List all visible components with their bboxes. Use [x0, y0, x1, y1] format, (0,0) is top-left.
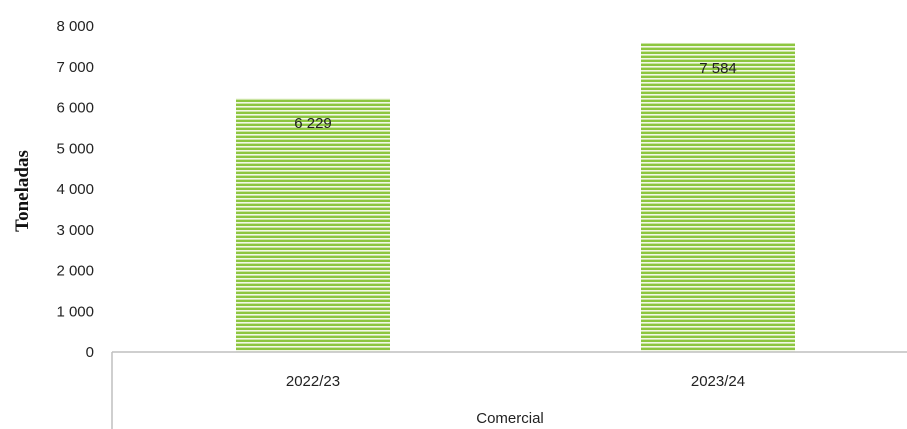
y-tick-label: 4 000: [56, 181, 94, 198]
bar-value-label: 6 229: [294, 115, 332, 132]
bars: [236, 42, 795, 353]
y-tick-label: 5 000: [56, 140, 94, 157]
y-tick-label: 8 000: [56, 18, 94, 35]
x-tick-label: 2023/24: [691, 373, 745, 390]
y-tick-label: 0: [86, 344, 94, 361]
x-tick-label: 2022/23: [286, 373, 340, 390]
y-axis-label: Toneladas: [12, 150, 33, 232]
bar: [236, 98, 390, 353]
bar: [641, 42, 795, 353]
y-tick-label: 7 000: [56, 59, 94, 76]
y-axis-ticks: 0 1 000 2 000 3 000 4 000 5 000 6 000 7 000 8 00…: [56, 18, 94, 361]
bar-value-label: 7 584: [699, 60, 737, 77]
x-axis-ticks: 2022/23 2023/24: [286, 373, 745, 390]
axis-lines: [111, 351, 907, 429]
y-tick-label: 6 000: [56, 100, 94, 117]
data-labels: 6 229 7 584: [294, 60, 737, 132]
y-tick-label: 1 000: [56, 303, 94, 320]
category-group-label: Comercial: [476, 410, 544, 427]
y-tick-label: 2 000: [56, 263, 94, 280]
y-tick-label: 3 000: [56, 222, 94, 239]
